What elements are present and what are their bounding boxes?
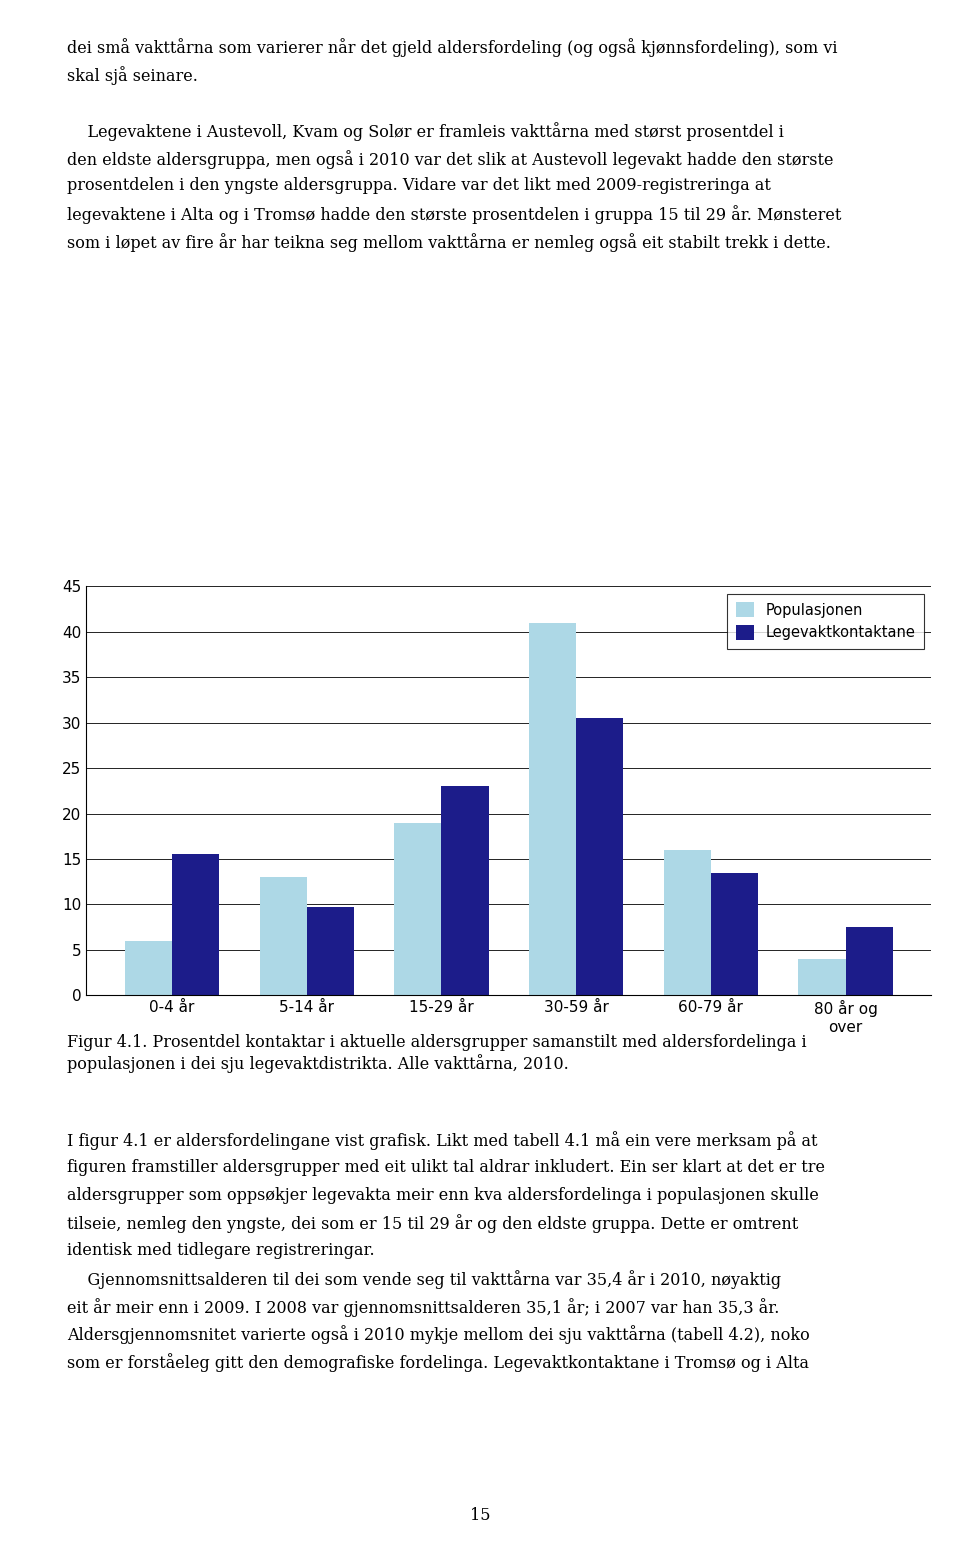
Text: tilseie, nemleg den yngste, dei som er 15 til 29 år og den eldste gruppa. Dette : tilseie, nemleg den yngste, dei som er 1… <box>67 1214 799 1233</box>
Text: legevaktene i Alta og i Tromsø hadde den største prosentdelen i gruppa 15 til 29: legevaktene i Alta og i Tromsø hadde den… <box>67 205 842 224</box>
Bar <box>576 717 623 995</box>
Bar <box>663 850 711 995</box>
Text: Aldersgjennomsnitet varierte også i 2010 mykje mellom dei sju vakttårna (tabell : Aldersgjennomsnitet varierte også i 2010… <box>67 1325 810 1344</box>
Text: Gjennomsnittsalderen til dei som vende seg til vakttårna var 35,4 år i 2010, nøy: Gjennomsnittsalderen til dei som vende s… <box>67 1270 781 1288</box>
Text: aldersgrupper som oppsøkjer legevakta meir enn kva aldersfordelinga i populasjon: aldersgrupper som oppsøkjer legevakta me… <box>67 1187 819 1204</box>
Bar <box>259 876 306 995</box>
Text: skal sjå seinare.: skal sjå seinare. <box>67 66 198 85</box>
Bar <box>529 623 576 995</box>
Bar <box>846 927 893 995</box>
Legend: Populasjonen, Legevaktkontaktane: Populasjonen, Legevaktkontaktane <box>728 594 924 650</box>
Bar <box>125 941 172 995</box>
Text: I figur 4.1 er aldersfordelingane vist grafisk. Likt med tabell 4.1 må ein vere : I figur 4.1 er aldersfordelingane vist g… <box>67 1131 818 1150</box>
Text: som i løpet av fire år har teikna seg mellom vakttårna er nemleg også eit stabil: som i løpet av fire år har teikna seg me… <box>67 233 831 252</box>
Text: figuren framstiller aldersgrupper med eit ulikt tal aldrar inkludert. Ein ser kl: figuren framstiller aldersgrupper med ei… <box>67 1159 826 1176</box>
Text: eit år meir enn i 2009. I 2008 var gjennomsnittsalderen 35,1 år; i 2007 var han : eit år meir enn i 2009. I 2008 var gjenn… <box>67 1298 780 1316</box>
Bar <box>395 822 442 995</box>
Text: Figur 4.1. Prosentdel kontaktar i aktuelle aldersgrupper samanstilt med aldersfo: Figur 4.1. Prosentdel kontaktar i aktuel… <box>67 1034 806 1072</box>
Bar <box>799 958 846 995</box>
Text: identisk med tidlegare registreringar.: identisk med tidlegare registreringar. <box>67 1242 374 1259</box>
Text: som er forståeleg gitt den demografiske fordelinga. Legevaktkontaktane i Tromsø : som er forståeleg gitt den demografiske … <box>67 1353 809 1372</box>
Text: Legevaktene i Austevoll, Kvam og Solør er framleis vakttårna med størst prosentd: Legevaktene i Austevoll, Kvam og Solør e… <box>67 122 784 140</box>
Text: den eldste aldersgruppa, men også i 2010 var det slik at Austevoll legevakt hadd: den eldste aldersgruppa, men også i 2010… <box>67 150 833 168</box>
Text: dei små vakttårna som varierer når det gjeld aldersfordeling (og også kjønnsford: dei små vakttårna som varierer når det g… <box>67 39 838 57</box>
Text: 15: 15 <box>469 1508 491 1524</box>
Text: prosentdelen i den yngste aldersgruppa. Vidare var det likt med 2009-registrerin: prosentdelen i den yngste aldersgruppa. … <box>67 177 771 194</box>
Bar <box>711 873 758 995</box>
Bar <box>306 907 354 995</box>
Bar <box>172 855 219 995</box>
Bar <box>442 787 489 995</box>
